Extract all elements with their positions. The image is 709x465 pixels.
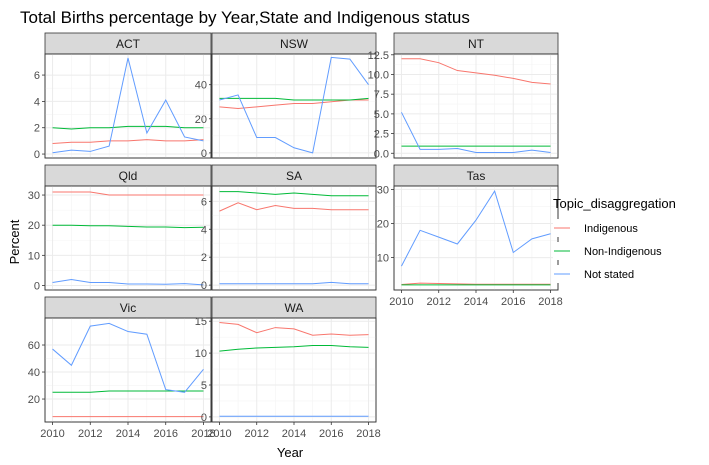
series-line-indigenous (401, 58, 551, 85)
y-tick-label: 10.0 (368, 69, 389, 81)
y-tick-label: 6 (201, 196, 207, 208)
panel-nt: NT 0.0 2.5 5.0 7.5 10.0 12.5 (368, 32, 559, 160)
y-tick-label: 10 (28, 250, 40, 262)
legend: Topic_disaggregation Indigenous Non-Indig… (553, 196, 676, 283)
x-tick-label: 2012 (244, 428, 268, 440)
x-tick-label: 2016 (501, 296, 525, 308)
y-tick-label: 0 (201, 412, 207, 424)
y-tick-label: 4 (34, 96, 40, 108)
strip-label: ACT (116, 37, 141, 51)
series-line-not-stated (52, 278, 204, 286)
y-tick-label: 20 (195, 114, 207, 126)
y-tick-label: 2.5 (374, 129, 389, 141)
panel-border (393, 53, 559, 159)
x-tick-label: 2014 (116, 428, 140, 440)
y-tick-label: 20 (28, 394, 40, 406)
x-tick-label: 2010 (389, 296, 413, 308)
panel-sa: SA 0 2 4 6 (201, 164, 377, 292)
y-tick-label: 15 (195, 316, 207, 328)
y-tick-label: 10 (377, 253, 389, 265)
y-tick-label: 0 (201, 280, 207, 292)
panel-border (211, 185, 377, 291)
x-tick-label: 2014 (464, 296, 488, 308)
series-line-non-indigenous (52, 125, 204, 130)
y-tick-label: 40 (28, 367, 40, 379)
y-tick-label: 30 (28, 190, 40, 202)
y-tick-label: 0.0 (374, 148, 389, 160)
legend-title: Topic_disaggregation (553, 196, 676, 211)
series-line-non-indigenous (219, 191, 369, 197)
panel-wa: WA 0 5 10 15 2010 2012 2014 2016 2018 (195, 296, 381, 440)
y-tick-label: 60 (28, 340, 40, 352)
x-axis-title: Year (277, 445, 304, 460)
strip-label: Tas (467, 169, 486, 183)
y-tick-label: 40 (195, 80, 207, 92)
strip-label: NT (468, 37, 485, 51)
strip-label: Qld (119, 169, 138, 183)
panel-border (211, 53, 377, 159)
strip-label: SA (286, 169, 302, 183)
strip-label: WA (285, 301, 304, 315)
panel-act: ACT 0 2 4 6 (34, 32, 212, 161)
series-line-indigenous (52, 139, 204, 145)
y-tick-label: 5.0 (374, 109, 389, 121)
y-tick-label: 2 (34, 123, 40, 135)
x-tick-label: 2018 (538, 296, 562, 308)
panel-border (44, 185, 212, 291)
series-line-non-indigenous (219, 97, 369, 101)
y-axis-title: Percent (7, 219, 22, 264)
series-line-indigenous (52, 191, 204, 196)
x-tick-label: 2010 (207, 428, 231, 440)
x-tick-label: 2016 (319, 428, 343, 440)
series-line-not-stated (219, 281, 369, 285)
panel-border (44, 53, 212, 159)
legend-entry-label: Non-Indigenous (584, 246, 662, 258)
x-tick-label: 2018 (356, 428, 380, 440)
legend-entry-label: Indigenous (584, 223, 638, 235)
series-line-not-stated (52, 57, 204, 154)
y-tick-label: 2 (201, 252, 207, 264)
panel-vic: Vic 20 40 60 2010 2012 2014 2016 2018 (28, 296, 216, 440)
x-tick-label: 2012 (78, 428, 102, 440)
series-line-non-indigenous (219, 344, 369, 352)
facet-panels: ACT0246NSW02040NT0.02.55.07.510.012.5Qld… (28, 32, 563, 440)
x-tick-label: 2018 (191, 428, 215, 440)
x-tick-label: 2014 (282, 428, 306, 440)
y-tick-label: 30 (377, 184, 389, 196)
series-line-not-stated (219, 56, 369, 154)
panel-tas: Tas 10 20 30 2010 2012 2014 2016 2018 (377, 164, 563, 308)
y-tick-label: 20 (28, 220, 40, 232)
y-tick-label: 0 (34, 280, 40, 292)
series-line-non-indigenous (52, 224, 204, 229)
y-tick-label: 0 (34, 149, 40, 161)
y-tick-label: 7.5 (374, 89, 389, 101)
series-line-indigenous (219, 202, 369, 212)
series-line-indigenous (219, 321, 369, 336)
x-tick-label: 2012 (426, 296, 450, 308)
y-tick-label: 5 (201, 380, 207, 392)
chart-title: Total Births percentage by Year,State an… (20, 8, 470, 27)
y-tick-label: 12.5 (368, 50, 389, 62)
x-tick-label: 2010 (40, 428, 64, 440)
strip-label: Vic (120, 301, 136, 315)
legend-entry-label: Not stated (584, 269, 634, 281)
y-tick-label: 10 (195, 348, 207, 360)
y-tick-label: 4 (201, 224, 207, 236)
series-line-indigenous (401, 282, 551, 286)
x-tick-label: 2016 (153, 428, 177, 440)
series-line-not-stated (401, 112, 551, 153)
strip-label: NSW (280, 37, 309, 51)
y-tick-label: 0 (201, 148, 207, 160)
series-line-not-stated (52, 322, 204, 393)
y-tick-label: 6 (34, 70, 40, 82)
y-tick-label: 20 (377, 219, 389, 231)
panel-nsw: NSW 0 20 40 (195, 32, 377, 160)
series-line-not-stated (401, 189, 551, 267)
